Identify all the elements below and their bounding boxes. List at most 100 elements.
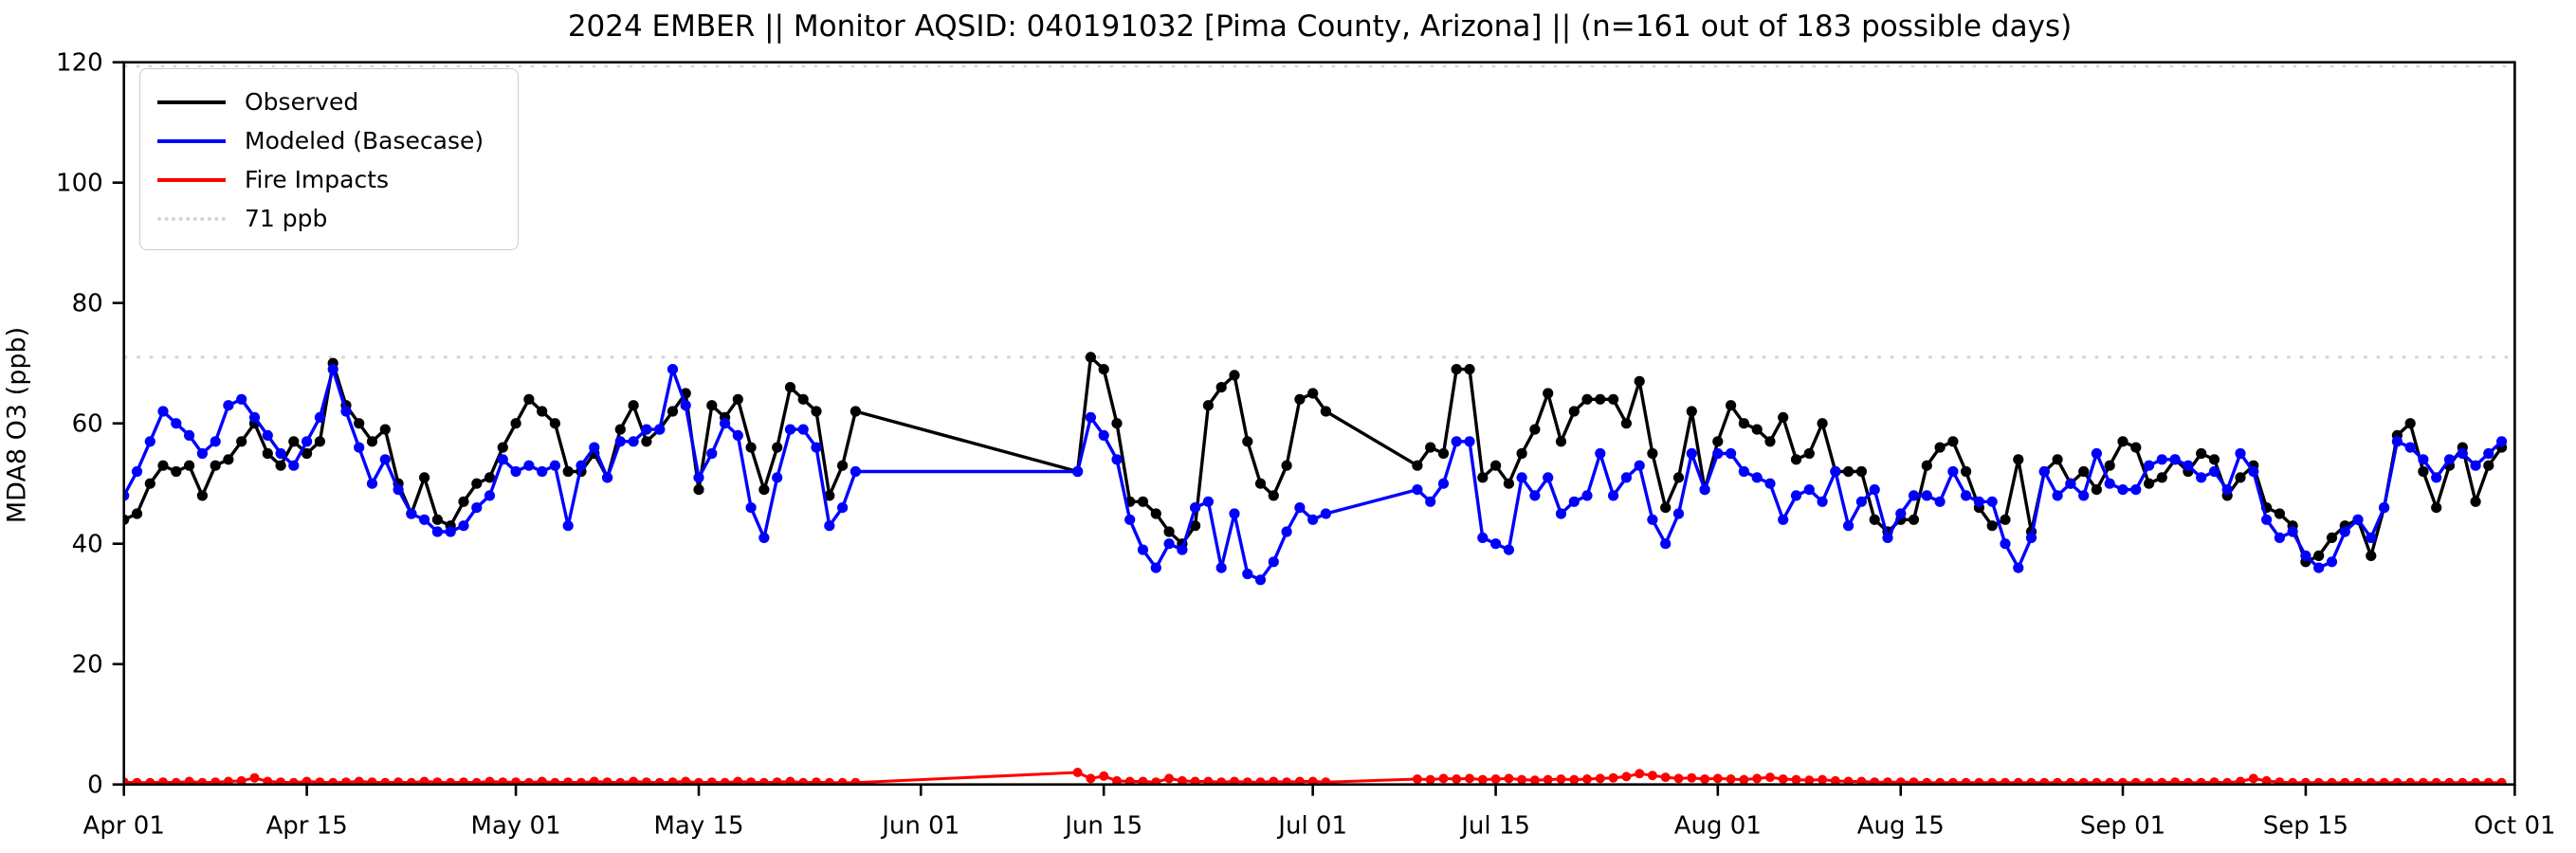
observed-line-marker <box>797 393 809 405</box>
modeled-line-marker <box>366 478 378 489</box>
modeled-line-marker <box>2248 465 2259 478</box>
fire-impacts-line-marker <box>446 777 456 785</box>
modeled-line-marker <box>431 526 443 537</box>
observed-line-marker <box>850 406 862 417</box>
x-tick-label: Apr 15 <box>265 812 347 841</box>
observed-line-marker <box>2235 472 2246 483</box>
observed-line-marker <box>1451 364 1462 375</box>
modeled-line-marker <box>1464 436 1475 447</box>
fire-impacts-line-marker <box>1987 777 1998 785</box>
observed-line-marker <box>366 436 378 447</box>
observed-line-marker <box>2483 460 2494 471</box>
observed-line-marker <box>1712 436 1724 447</box>
fire-impacts-line-marker <box>1477 774 1488 785</box>
modeled-line-marker <box>2144 460 2155 471</box>
modeled-line-marker <box>2117 483 2128 496</box>
fire-impacts-line-marker <box>785 776 795 785</box>
observed-line-marker <box>641 436 652 447</box>
fire-impacts-line-marker <box>2471 777 2481 785</box>
modeled-line-marker <box>1608 490 1619 501</box>
fire-impacts-line-marker <box>2013 777 2023 785</box>
fire-impacts-line-marker <box>2418 777 2428 785</box>
modeled-line-marker <box>1163 538 1175 550</box>
modeled-line-marker <box>2196 472 2207 483</box>
fire-impacts-line-marker <box>550 777 560 785</box>
modeled-line-marker <box>1672 508 1685 519</box>
modeled-line-marker <box>1817 496 1828 507</box>
legend-label: Modeled (Basecase) <box>245 127 484 154</box>
observed-line-marker <box>236 436 247 447</box>
observed-line-marker <box>2470 496 2481 507</box>
observed-line-marker <box>262 447 273 460</box>
fire-impacts-line-marker <box>2431 777 2441 785</box>
observed-line-marker <box>1869 514 1880 525</box>
fire-impacts-line-marker <box>2405 777 2416 785</box>
observed-line-marker <box>123 514 130 525</box>
fire-impacts-line-marker <box>341 777 351 785</box>
fire-impacts-line-marker <box>602 777 612 785</box>
y-tick-label: 120 <box>56 49 103 78</box>
modeled-line-marker <box>2091 447 2102 460</box>
modeled-line-marker <box>537 465 548 478</box>
fire-impacts-line-marker <box>2209 777 2220 785</box>
fire-impacts-line-marker <box>288 777 299 785</box>
modeled-line-marker <box>1190 502 1201 514</box>
fire-impacts-line-marker <box>2065 777 2075 785</box>
fire-impacts-line-marker <box>1504 773 1514 784</box>
fire-impacts-line-marker <box>1490 774 1501 784</box>
legend-item-threshold: 71 ppb <box>157 199 501 238</box>
modeled-line-marker <box>484 490 496 501</box>
observed-line-marker <box>1163 526 1175 537</box>
fire-impacts-line-marker <box>2222 777 2233 785</box>
fire-impacts-line-marker <box>746 777 757 785</box>
modeled-line-marker <box>1568 496 1580 507</box>
modeled-line-marker <box>1072 465 1084 478</box>
fire-impacts-line-marker <box>563 777 574 785</box>
observed-line-marker <box>1529 424 1541 435</box>
modeled-line-marker <box>1934 496 1946 507</box>
observed-line-marker <box>1425 442 1436 453</box>
modeled-line-marker <box>1647 514 1658 525</box>
modeled-line-marker <box>745 502 757 514</box>
modeled-line-marker <box>1307 514 1319 525</box>
fire-impacts-line-marker <box>1870 777 1880 785</box>
modeled-line-marker <box>667 364 679 375</box>
fire-impacts-line-marker <box>1529 775 1540 785</box>
x-tick-label: Aug 15 <box>1857 812 1945 841</box>
fire-impacts-line-marker <box>406 777 416 785</box>
fire-impacts-line-marker <box>1621 771 1632 782</box>
series-layer <box>123 352 2508 785</box>
modeled-line-marker <box>1726 447 1737 460</box>
fire-impacts-line-marker <box>1151 777 1161 785</box>
fire-impacts-line-marker <box>1543 774 1553 785</box>
fire-impacts-line-marker <box>2196 777 2206 785</box>
modeled-line-marker <box>1268 556 1279 568</box>
modeled-line-marker <box>419 514 430 525</box>
observed-line-marker <box>2078 465 2090 478</box>
fire-impacts-line-marker <box>354 776 364 785</box>
modeled-line-marker <box>262 429 273 441</box>
modeled-line-marker <box>510 465 521 478</box>
fire-impacts-line-marker <box>210 777 221 785</box>
fire-impacts-line-marker <box>1255 777 1266 785</box>
modeled-line-marker <box>654 424 666 435</box>
fire-impacts-line-marker <box>1700 774 1710 784</box>
modeled-line-marker <box>2431 472 2442 483</box>
modeled-line-marker <box>1529 490 1541 501</box>
modeled-line-marker <box>275 447 286 460</box>
modeled-line-marker <box>693 472 704 483</box>
modeled-line-marker <box>2013 562 2024 573</box>
fire-impacts-line-marker <box>720 777 730 785</box>
modeled-line-marker <box>1477 532 1489 544</box>
observed-line-marker <box>210 460 221 471</box>
modeled-line-marker <box>1202 496 1214 507</box>
fire-impacts-line-marker <box>301 776 312 785</box>
observed-line-marker <box>1242 436 1253 447</box>
modeled-line-marker <box>2156 454 2167 465</box>
y-tick-label: 100 <box>56 170 103 198</box>
x-tick-label: Jul 15 <box>1459 812 1530 841</box>
modeled-line-marker <box>772 472 783 483</box>
modeled-line-marker <box>2221 483 2233 496</box>
modeled-line-marker <box>1738 465 1749 478</box>
